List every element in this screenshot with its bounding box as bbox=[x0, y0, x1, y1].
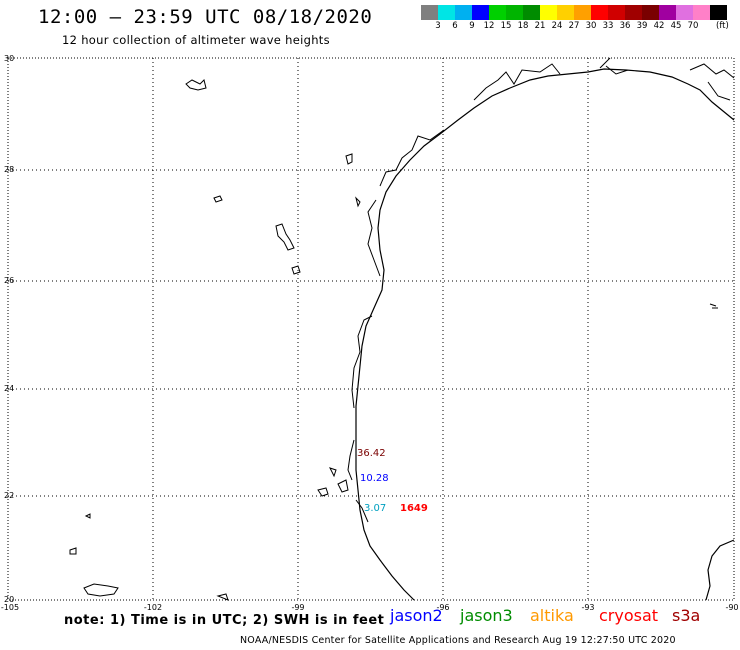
legend-swatch bbox=[438, 5, 455, 20]
legend-swatch bbox=[472, 5, 489, 20]
note-text: note: 1) Time is in UTC; 2) SWH is in fe… bbox=[64, 613, 385, 628]
latitude-label: 28 bbox=[4, 165, 14, 174]
legend-swatch bbox=[693, 5, 710, 20]
page-subtitle: 12 hour collection of altimeter wave hei… bbox=[62, 33, 330, 47]
coastline-east bbox=[599, 57, 735, 101]
legend-label: 36 bbox=[619, 21, 631, 31]
inland-lakes bbox=[69, 79, 718, 601]
wave-height-label: 3.07 bbox=[364, 503, 386, 514]
longitude-label: -93 bbox=[581, 603, 594, 612]
legend-label: 27 bbox=[568, 21, 580, 31]
color-scale-labels: 3 6 9 12 15 18 21 24 27 30 33 36 39 42 45 70 bbox=[421, 21, 727, 33]
legend-swatch bbox=[489, 5, 506, 20]
legend-swatch bbox=[421, 5, 438, 20]
page-title: 12:00 – 23:59 UTC 08/18/2020 bbox=[38, 6, 373, 28]
satellite-label-jason3: jason3 bbox=[460, 606, 513, 625]
yucatan-coast bbox=[705, 539, 735, 601]
legend-swatch bbox=[455, 5, 472, 20]
legend-swatch bbox=[523, 5, 540, 20]
latitude-label: 24 bbox=[4, 384, 14, 393]
legend-swatch bbox=[574, 5, 591, 20]
legend-label: 15 bbox=[500, 21, 512, 31]
longitude-label: -90 bbox=[725, 603, 738, 612]
legend-swatch bbox=[710, 5, 727, 20]
legend-label: 42 bbox=[653, 21, 665, 31]
legend-swatch bbox=[625, 5, 642, 20]
wave-height-observations: 36.42 10.28 3.07 1649 bbox=[357, 448, 428, 514]
legend-swatch bbox=[676, 5, 693, 20]
wave-height-label: 10.28 bbox=[360, 473, 389, 484]
legend-label: 39 bbox=[636, 21, 648, 31]
latitude-label: 22 bbox=[4, 491, 14, 500]
longitude-label: -96 bbox=[436, 603, 449, 612]
footer-credit: NOAA/NESDIS Center for Satellite Applica… bbox=[240, 635, 676, 646]
map-frame bbox=[7, 57, 735, 601]
legend-label: 6 bbox=[452, 21, 458, 31]
satellite-label-cryosat: cryosat bbox=[599, 606, 659, 625]
legend-label: 30 bbox=[585, 21, 597, 31]
satellite-label-altika: altika bbox=[530, 606, 574, 625]
gulf-coastline bbox=[355, 68, 735, 601]
legend-label: 45 bbox=[670, 21, 682, 31]
latitude-label: 30 bbox=[4, 54, 14, 63]
latitude-labels: 30 28 26 24 22 20 bbox=[4, 54, 14, 604]
latitude-gridlines bbox=[8, 169, 734, 497]
coastal-bays bbox=[347, 63, 561, 523]
longitude-labels: -105 -102 -99 -96 -93 -90 bbox=[1, 603, 739, 612]
legend-label: 9 bbox=[469, 21, 475, 31]
legend-label: 24 bbox=[551, 21, 563, 31]
longitude-label: -99 bbox=[291, 603, 304, 612]
longitude-gridlines bbox=[152, 58, 589, 600]
legend-swatch bbox=[557, 5, 574, 20]
longitude-label: -105 bbox=[1, 603, 19, 612]
wave-height-label: 1649 bbox=[400, 503, 428, 514]
satellite-label-s3a: s3a bbox=[672, 606, 701, 625]
satellite-label-jason2: jason2 bbox=[390, 606, 443, 625]
legend-label: 3 bbox=[435, 21, 441, 31]
latitude-label: 26 bbox=[4, 276, 14, 285]
wave-height-label: 36.42 bbox=[357, 448, 386, 459]
longitude-label: -102 bbox=[144, 603, 162, 612]
latitude-label: 20 bbox=[4, 595, 14, 604]
legend-unit: (ft) bbox=[716, 21, 729, 31]
legend-label: 21 bbox=[534, 21, 546, 31]
legend-label: 12 bbox=[483, 21, 495, 31]
color-scale-legend bbox=[421, 5, 727, 20]
legend-label: 18 bbox=[517, 21, 529, 31]
legend-swatch bbox=[506, 5, 523, 20]
legend-swatch bbox=[659, 5, 676, 20]
legend-swatch bbox=[608, 5, 625, 20]
legend-label: 70 bbox=[687, 21, 699, 31]
legend-swatch bbox=[642, 5, 659, 20]
legend-swatch bbox=[591, 5, 608, 20]
legend-label: 33 bbox=[602, 21, 614, 31]
legend-swatch bbox=[540, 5, 557, 20]
